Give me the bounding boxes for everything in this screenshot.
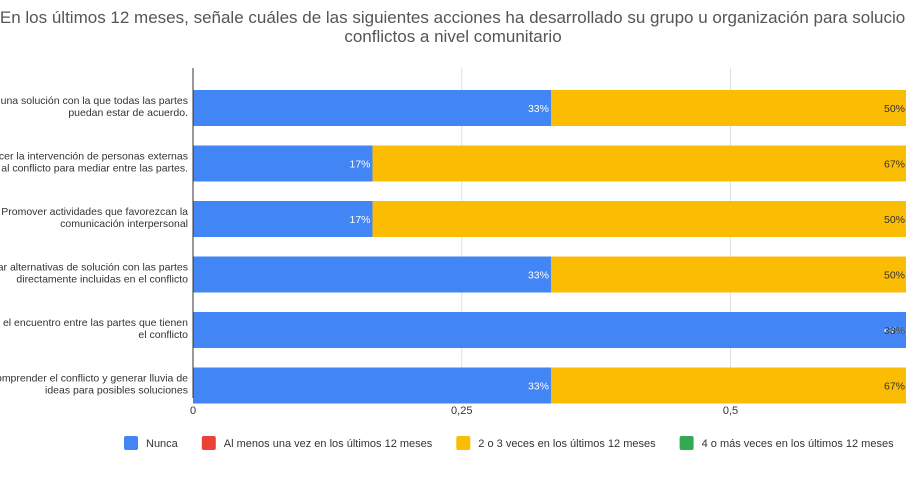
x-tick-label: 0,25 bbox=[451, 405, 472, 417]
bar-segment bbox=[193, 312, 906, 348]
category-label: Crear una solución con la que todas las … bbox=[0, 95, 188, 107]
data-label: 67% bbox=[884, 159, 905, 171]
chart-title-line: conflictos a nivel comunitario bbox=[344, 27, 561, 46]
legend: Nunca Al menos una vez en los últimos 12 … bbox=[124, 436, 894, 450]
bar-segment bbox=[193, 256, 551, 293]
legend-label: Nunca bbox=[146, 438, 179, 450]
category-label: Favorecer la intervención de personas ex… bbox=[0, 151, 188, 163]
legend-item: 4 o más veces en los últimos 12 meses bbox=[679, 436, 894, 450]
legend-label: 4 o más veces en los últimos 12 meses bbox=[702, 438, 894, 450]
bar-segment bbox=[372, 201, 906, 237]
data-label: 50% bbox=[884, 214, 905, 226]
legend-label: 2 o 3 veces en los últimos 12 meses bbox=[478, 438, 656, 450]
bar-segment bbox=[193, 367, 551, 404]
bar-segment bbox=[193, 145, 373, 182]
bar-segment bbox=[193, 201, 373, 237]
data-label: 17% bbox=[350, 159, 371, 171]
legend-swatch bbox=[456, 436, 471, 450]
bars: 33% 50%17% 67%17% 50%33% 50%67%33%33% 67% bbox=[193, 90, 906, 404]
bar-segment bbox=[550, 367, 906, 404]
category-label: directamente incluidas en el conflicto bbox=[16, 274, 188, 286]
category-label: al conflicto para mediar entre las parte… bbox=[1, 163, 188, 175]
data-label: 67% bbox=[884, 381, 905, 393]
chart-title: 12.En los últimos 12 meses, señale cuále… bbox=[0, 8, 906, 46]
category-label: comunicación interpersonal bbox=[60, 218, 188, 230]
category-label: Evitar el encuentro entre las partes que… bbox=[0, 317, 188, 329]
legend-swatch bbox=[679, 436, 694, 450]
bar-segment bbox=[550, 90, 906, 126]
legend-item: Al menos una vez en los últimos 12 meses bbox=[201, 436, 433, 450]
legend-swatch bbox=[201, 436, 216, 450]
bar-segment bbox=[193, 90, 551, 126]
x-tick-label: 0 bbox=[190, 405, 196, 417]
data-label: 33% bbox=[528, 270, 549, 282]
data-label: 67% bbox=[884, 325, 905, 337]
x-tick-labels: 00,250,50,75 bbox=[190, 405, 738, 417]
x-tick-label: 0,5 bbox=[723, 405, 738, 417]
bar-segment bbox=[550, 256, 906, 293]
chart-title-line: 12.En los últimos 12 meses, señale cuále… bbox=[0, 8, 906, 27]
data-label: 50% bbox=[884, 103, 905, 115]
category-label: el conflicto bbox=[138, 329, 188, 341]
category-label: Comprender el conflicto y generar lluvia… bbox=[0, 373, 188, 385]
data-label: 33% bbox=[528, 103, 549, 115]
data-label: 33% bbox=[884, 325, 905, 337]
category-labels: Crear una solución con la que todas las … bbox=[0, 95, 188, 397]
data-label: 33% bbox=[528, 381, 549, 393]
category-label: Promover actividades que favorezcan la bbox=[1, 206, 188, 218]
bar-segment bbox=[372, 145, 906, 182]
category-label: puedan estar de acuerdo. bbox=[68, 107, 188, 119]
legend-item: Nunca bbox=[124, 436, 179, 450]
legend-label: Al menos una vez en los últimos 12 meses bbox=[224, 438, 433, 450]
legend-swatch bbox=[124, 436, 138, 450]
data-label: 17% bbox=[350, 214, 371, 226]
category-label: ideas para posibles soluciones bbox=[45, 385, 188, 397]
data-label: 50% bbox=[884, 270, 905, 282]
category-label: Explorar alternativas de solución con la… bbox=[0, 262, 188, 274]
legend-item: 2 o 3 veces en los últimos 12 meses bbox=[456, 436, 656, 450]
